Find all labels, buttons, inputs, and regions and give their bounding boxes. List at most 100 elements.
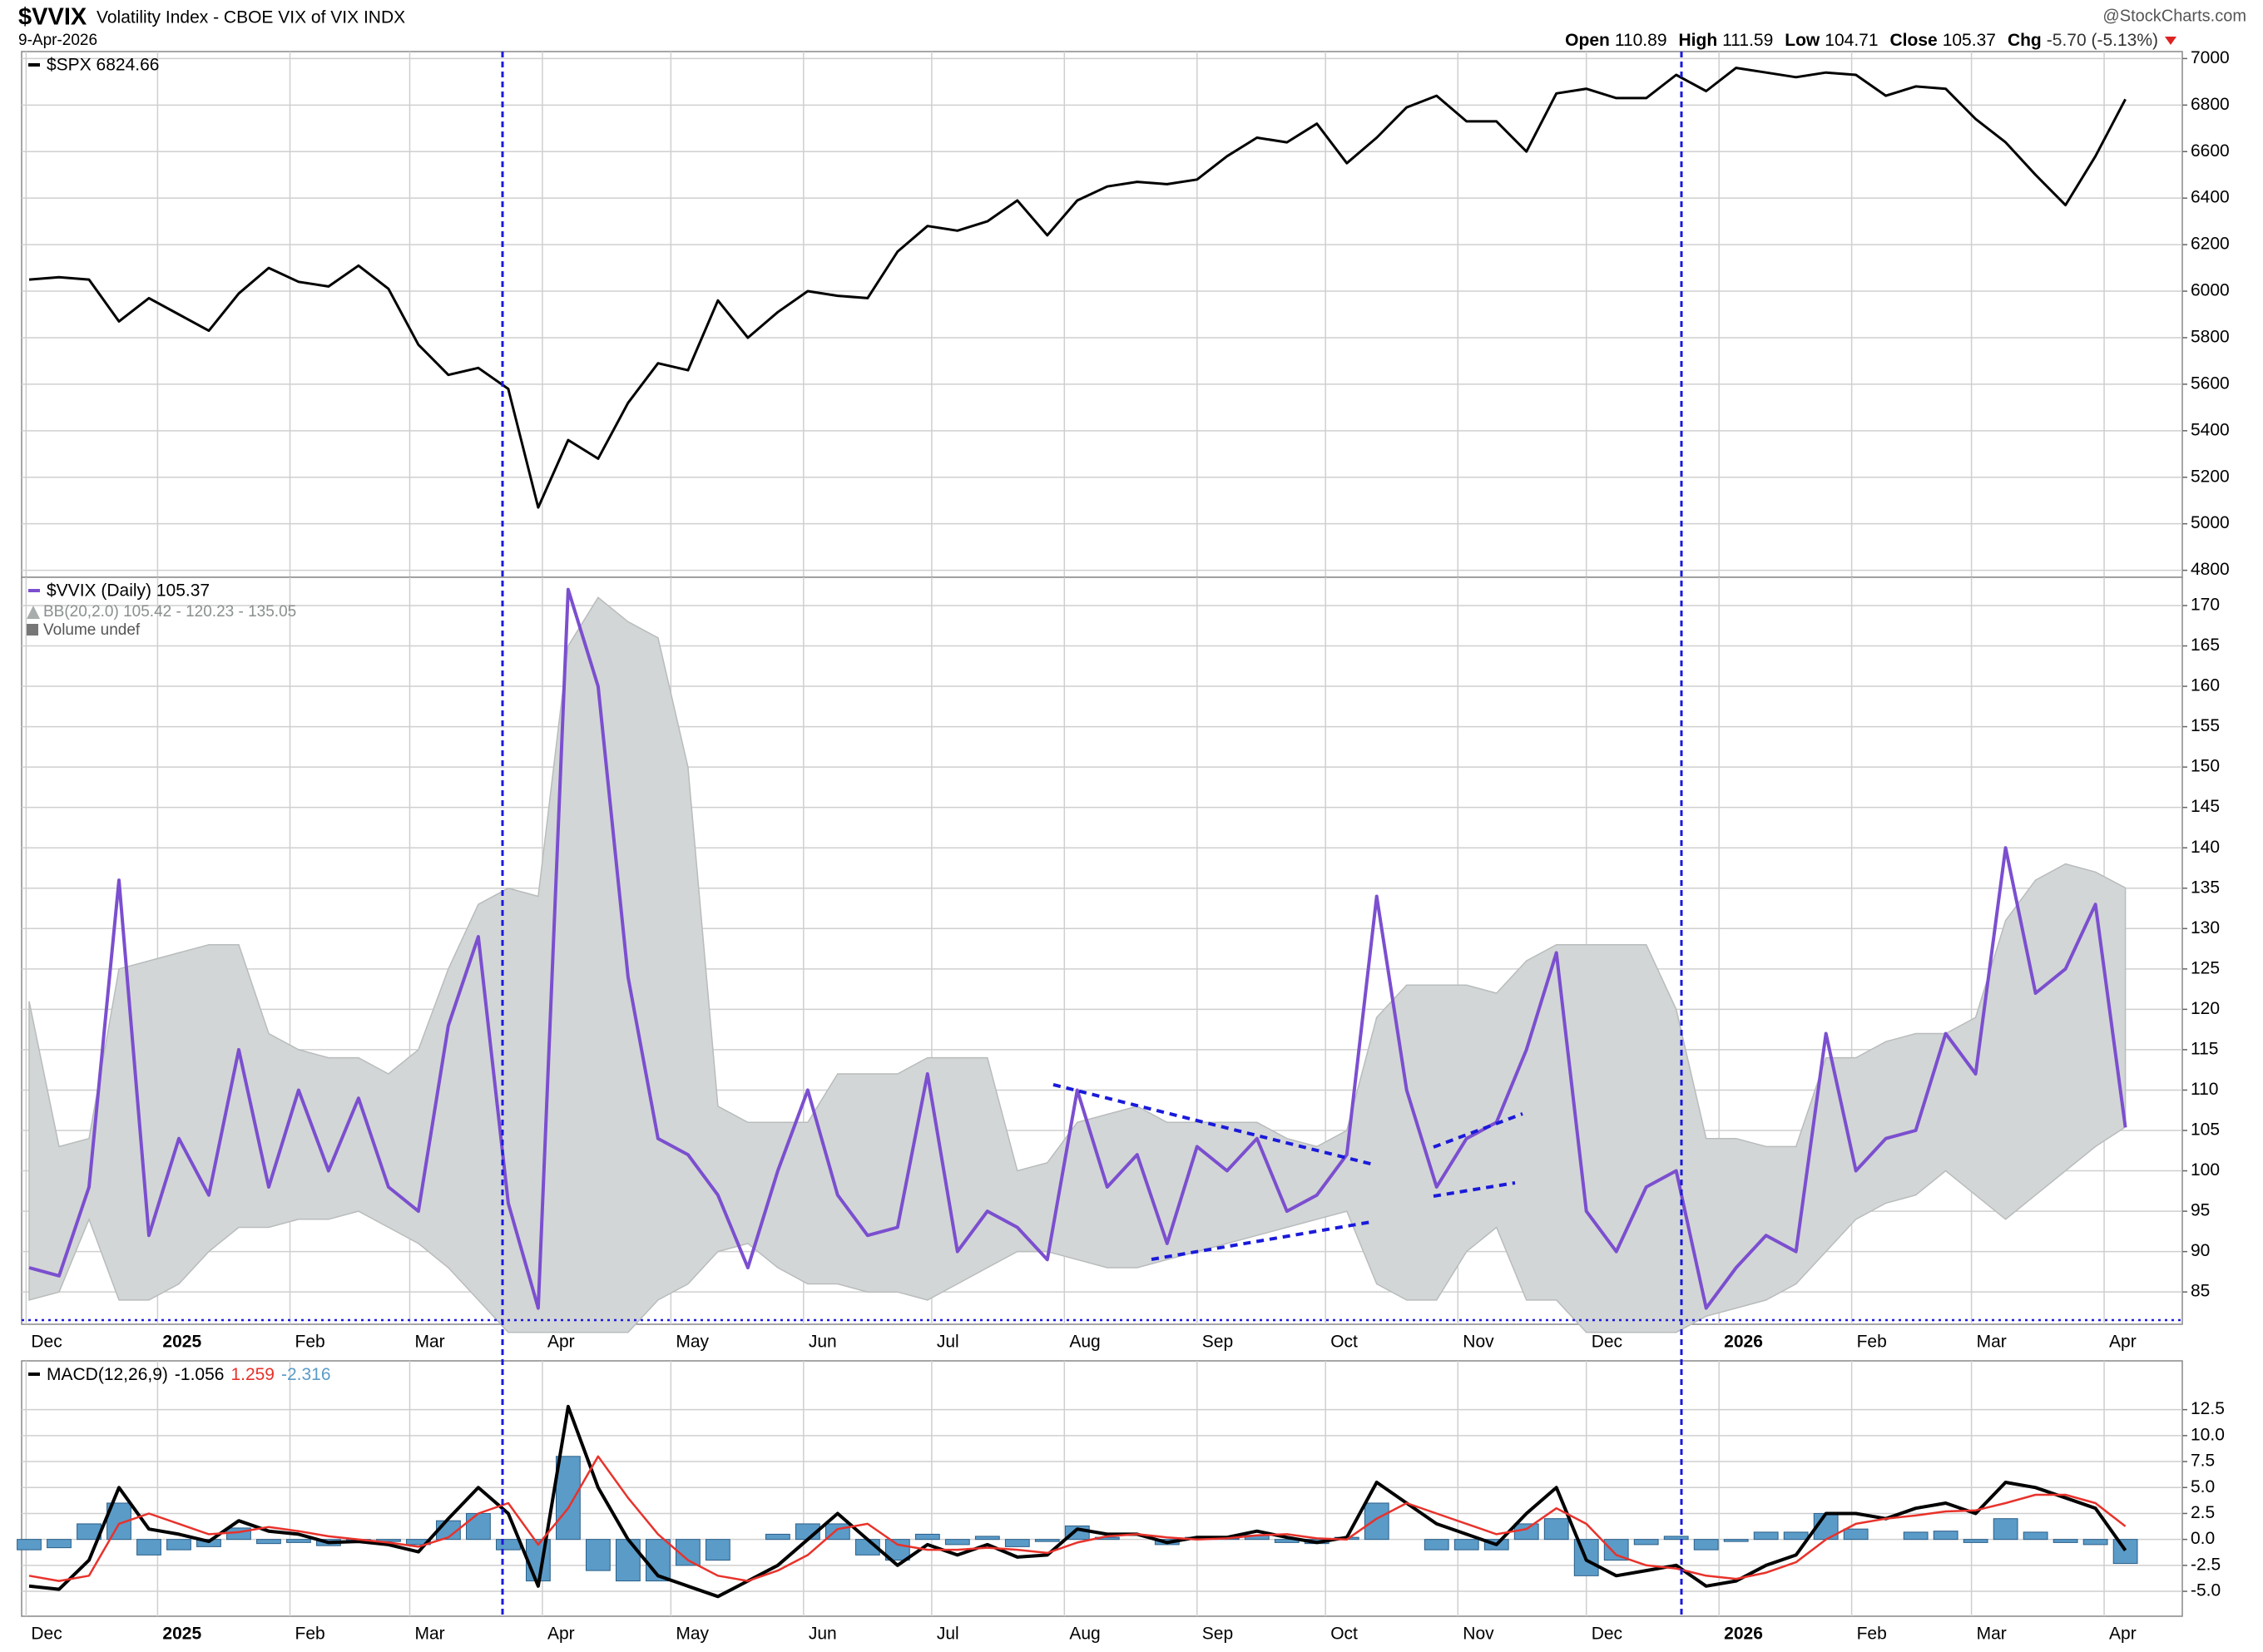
- histogram-bar: [944, 1539, 970, 1546]
- x-tick-label: Jun: [809, 1333, 837, 1352]
- ohlc-label: High: [1679, 31, 1718, 50]
- x-tick-label: Mar: [414, 1625, 444, 1644]
- histogram-bar: [1364, 1502, 1389, 1541]
- x-tick-label: Jul: [937, 1625, 959, 1644]
- histogram-bar: [1963, 1539, 1988, 1543]
- histogram-bar: [585, 1539, 611, 1571]
- ohlc-value: 111.59: [1722, 31, 1773, 50]
- series-line: [28, 1455, 2127, 1582]
- histogram-bar: [496, 1539, 521, 1551]
- histogram-bar: [1933, 1531, 1958, 1541]
- legend-value: -1.056: [175, 1365, 225, 1384]
- y-tick-label: 85: [2191, 1282, 2210, 1301]
- x-tick-label: Oct: [1330, 1625, 1358, 1644]
- histogram-bar: [136, 1539, 161, 1556]
- ohlc-row: Open 110.89 High 111.59 Low 104.71 Close 105.37…: [1565, 31, 2158, 50]
- down-arrow: [2165, 37, 2176, 45]
- x-tick-label: Nov: [1463, 1333, 1494, 1352]
- histogram-bar: [47, 1539, 72, 1549]
- x-tick-label: May: [676, 1625, 709, 1644]
- x-tick-label: Sep: [1202, 1625, 1233, 1644]
- y-tick-label: 2.5: [2191, 1503, 2215, 1522]
- histogram-bar: [615, 1539, 641, 1582]
- x-tick-label: 2026: [1724, 1333, 1763, 1352]
- legend-value: 1.259: [230, 1365, 275, 1384]
- y-tick-label: 5600: [2191, 373, 2230, 393]
- histogram-bar: [1543, 1518, 1569, 1541]
- histogram-bar: [1723, 1539, 1749, 1542]
- x-tick-label: Oct: [1330, 1333, 1358, 1352]
- histogram-bar: [2082, 1539, 2108, 1546]
- x-tick-label: Apr: [2109, 1333, 2137, 1352]
- histogram-bar: [914, 1533, 940, 1541]
- y-tick-label: 165: [2191, 636, 2220, 655]
- histogram-bar: [556, 1456, 581, 1541]
- y-tick-label: 6400: [2191, 188, 2230, 207]
- x-tick-label: Apr: [547, 1333, 575, 1352]
- trend-line: [1052, 1083, 1374, 1166]
- y-tick-label: 0.0: [2191, 1529, 2215, 1548]
- y-tick-label: -2.5: [2191, 1555, 2221, 1574]
- histogram-bar: [1693, 1539, 1719, 1551]
- y-tick-label: 160: [2191, 676, 2220, 695]
- x-tick-label: May: [676, 1333, 709, 1352]
- y-tick-label: 12.5: [2191, 1399, 2225, 1418]
- histogram-bar: [765, 1533, 790, 1541]
- ohlc-value: 104.71: [1825, 31, 1878, 50]
- y-tick-label: 120: [2191, 999, 2220, 1018]
- symbol: $VVIX: [18, 4, 87, 31]
- histogram-bar: [1753, 1531, 1779, 1541]
- y-tick-label: 7000: [2191, 48, 2230, 67]
- x-tick-label: Feb: [295, 1333, 325, 1352]
- y-tick-label: 110: [2191, 1080, 2218, 1099]
- legend-label: $SPX 6824.66: [47, 56, 159, 75]
- legend-label: $VVIX (Daily) 105.37: [47, 581, 210, 601]
- x-tick-label: Apr: [547, 1625, 575, 1644]
- y-tick-label: 6600: [2191, 141, 2230, 161]
- histogram-bar: [1783, 1531, 1809, 1541]
- x-tick-label: Feb: [1857, 1625, 1887, 1644]
- y-tick-label: 115: [2191, 1039, 2218, 1058]
- histogram-bar: [1903, 1531, 1929, 1541]
- trend-line: [1433, 1181, 1516, 1198]
- x-tick-label: Mar: [1977, 1625, 2007, 1644]
- x-tick-label: 2025: [162, 1333, 201, 1352]
- ohlc-label: Open: [1565, 31, 1610, 50]
- y-tick-label: 135: [2191, 878, 2220, 897]
- y-tick-label: 10.0: [2191, 1425, 2225, 1444]
- histogram-bar: [1004, 1539, 1030, 1547]
- y-tick-label: 6200: [2191, 235, 2230, 254]
- series-line: [28, 67, 2127, 509]
- y-tick-label: 155: [2191, 716, 2220, 735]
- legend-swatch: [27, 606, 40, 619]
- histogram-bar: [1513, 1523, 1539, 1541]
- x-tick-label: Mar: [1977, 1333, 2007, 1352]
- source: @StockCharts.com: [2102, 7, 2246, 25]
- y-tick-label: 5400: [2191, 420, 2230, 439]
- histogram-bar: [1034, 1539, 1060, 1542]
- ohlc-label: Close: [1890, 31, 1938, 50]
- x-tick-label: Apr: [2109, 1625, 2137, 1644]
- histogram-bar: [286, 1539, 311, 1543]
- histogram-bar: [2023, 1531, 2048, 1541]
- y-tick-label: -5.0: [2191, 1581, 2221, 1600]
- histogram-bar: [705, 1539, 730, 1561]
- plots: 4800 5000 5200 5400 5600 5800 6000 6200 6400 6600…: [17, 48, 2230, 1644]
- y-tick-label: 6000: [2191, 281, 2230, 300]
- histogram-bar: [1633, 1539, 1659, 1546]
- histogram-bar: [1453, 1539, 1479, 1551]
- y-tick-label: 105: [2191, 1120, 2220, 1140]
- histogram-bar: [1843, 1528, 1869, 1541]
- ohlc-value: 110.89: [1615, 31, 1667, 50]
- x-tick-label: Jul: [937, 1333, 959, 1352]
- y-tick-label: 6800: [2191, 95, 2230, 114]
- y-tick-label: 145: [2191, 797, 2220, 816]
- y-tick-label: 130: [2191, 918, 2220, 937]
- x-tick-label: Dec: [1592, 1333, 1622, 1352]
- trend-line: [1433, 1112, 1523, 1149]
- y-tick-label: 140: [2191, 838, 2220, 857]
- y-tick-label: 90: [2191, 1241, 2210, 1260]
- x-tick-label: 2025: [162, 1625, 201, 1644]
- annotations: [22, 52, 2182, 1616]
